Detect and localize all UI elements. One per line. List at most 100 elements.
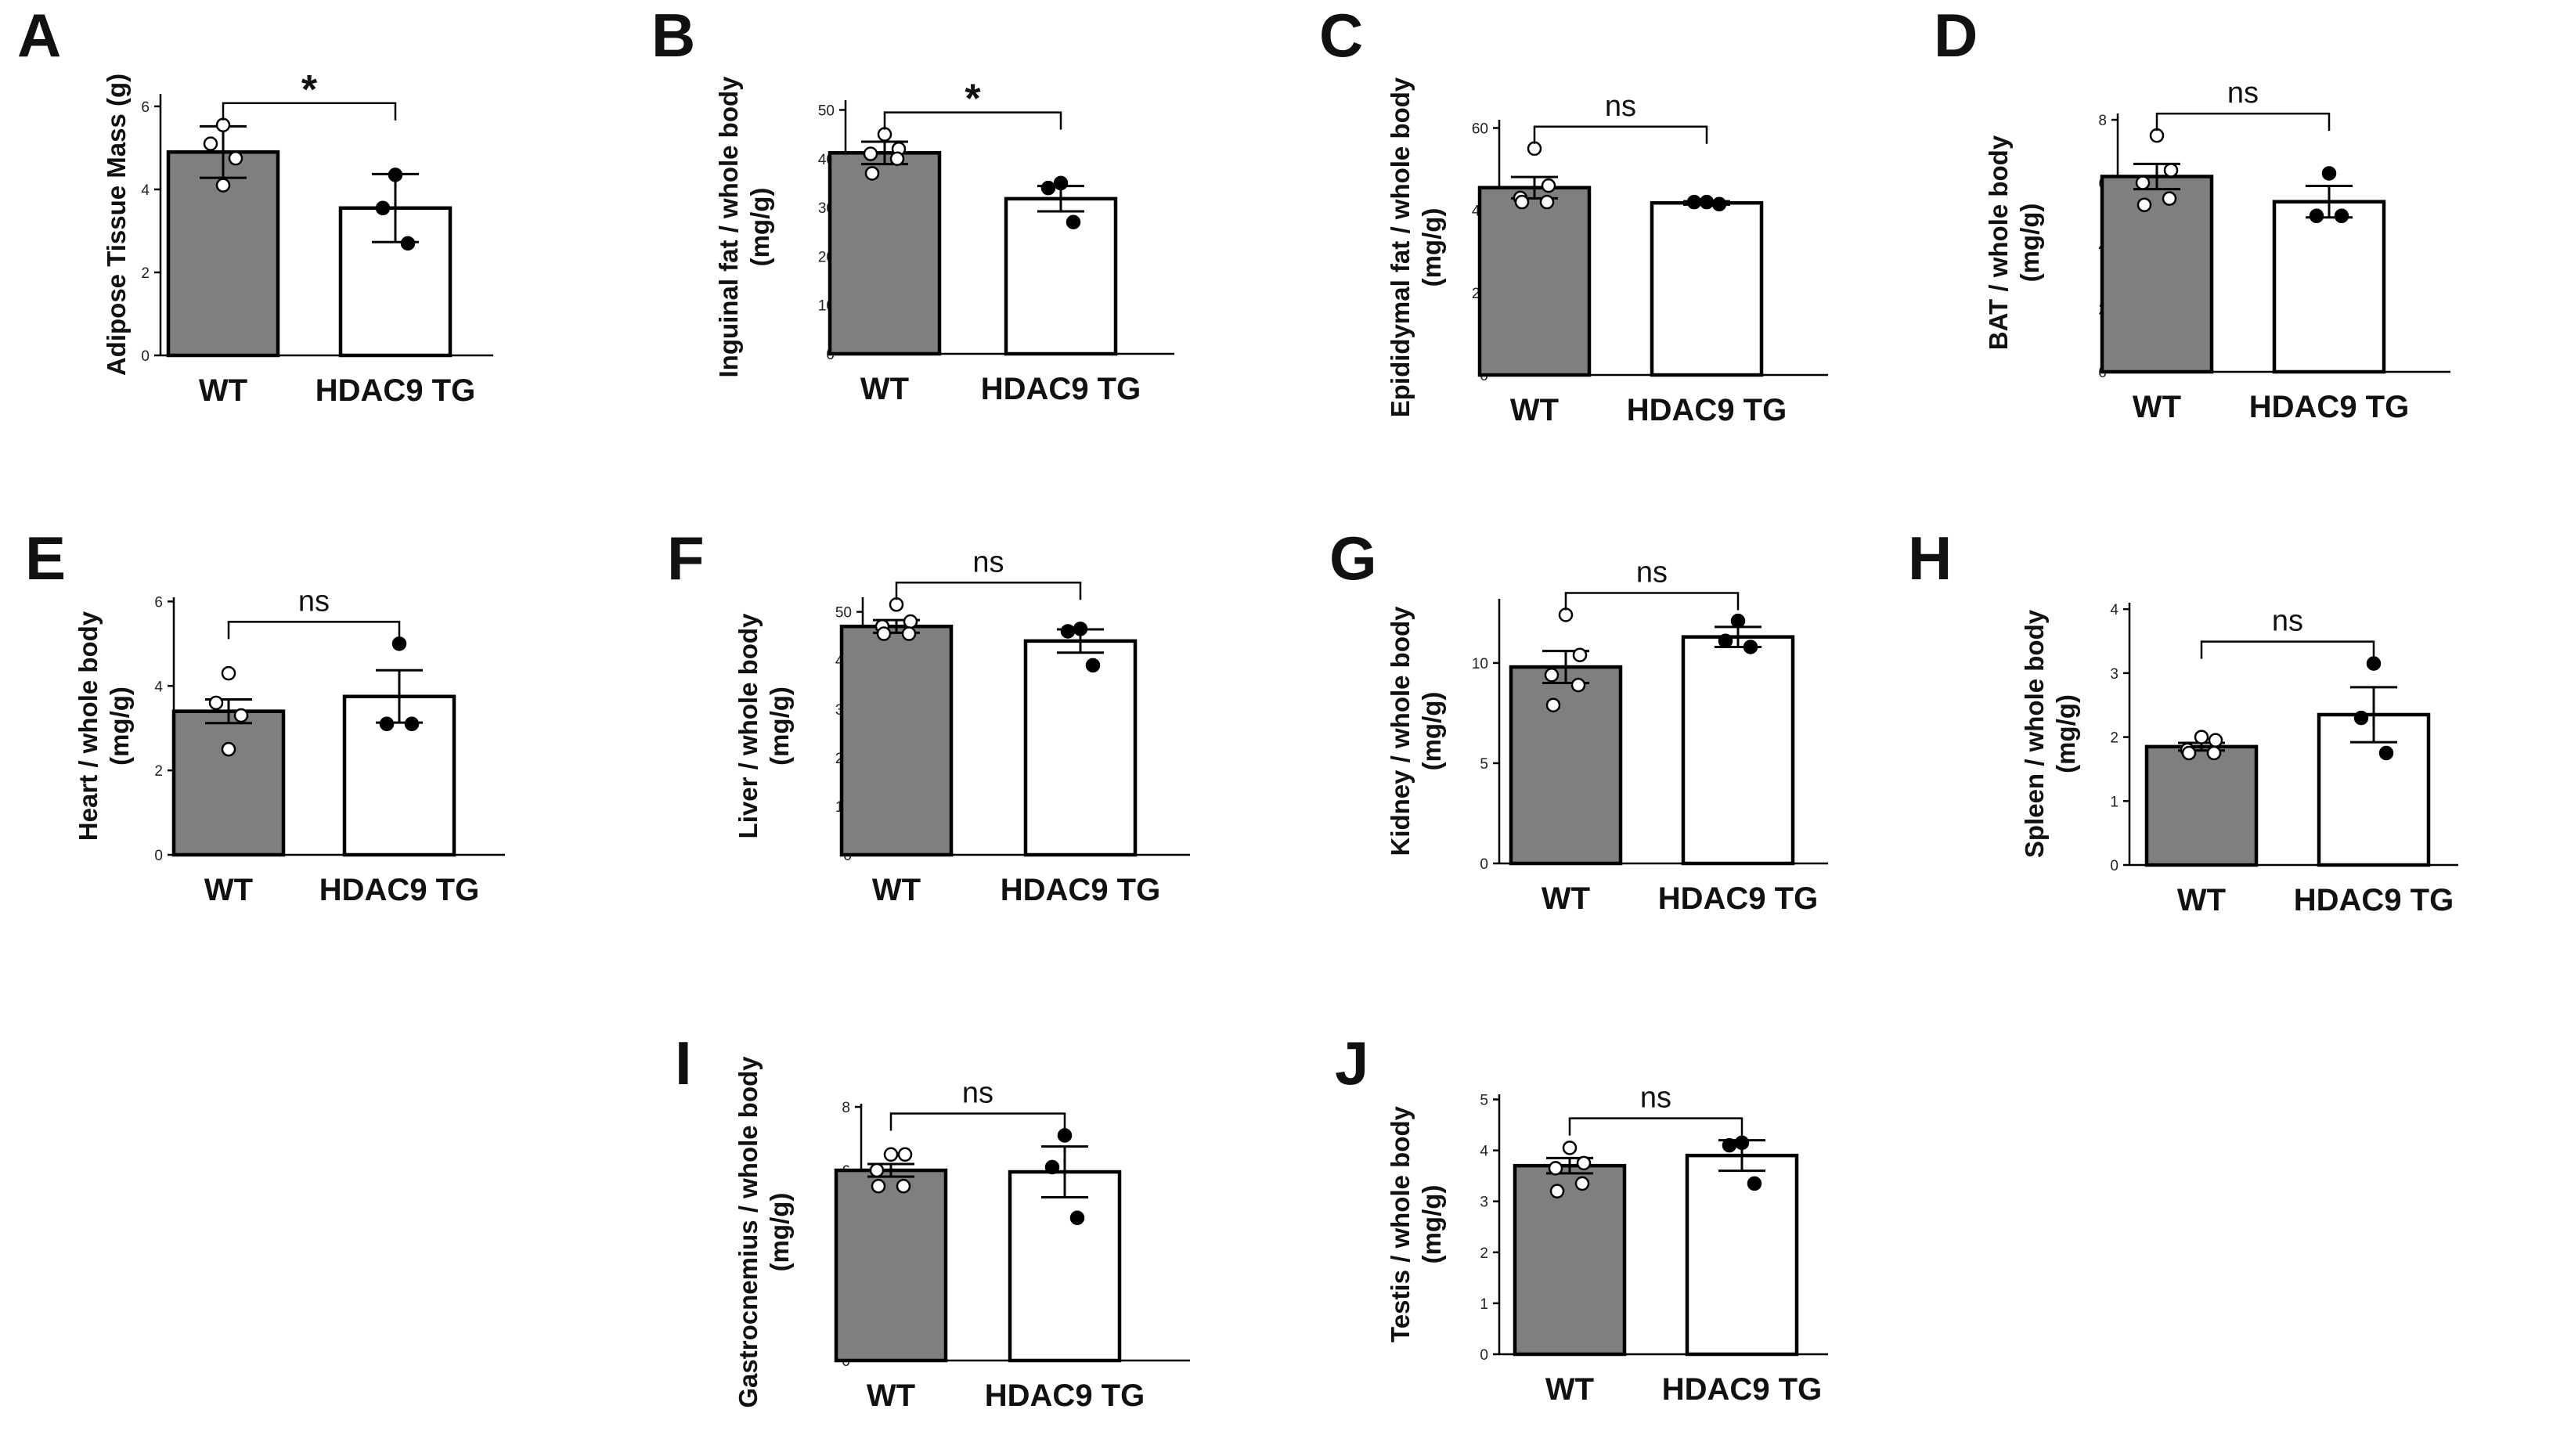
x-category-label: WT [199,373,247,408]
panel-letter: D [1934,1,1978,70]
significance-label: ns [2272,605,2303,638]
y-tick-label: 2 [2110,730,2118,747]
x-category-label: WT [867,1379,915,1413]
x-category-label: WT [204,873,253,907]
x-category-label: HDAC9 TG [981,372,1141,406]
y-tick-label: 1 [2110,794,2118,810]
data-point-hdac9-tg [1060,624,1076,639]
y-tick-label: 4 [2110,602,2118,618]
data-point-hdac9-tg [1053,175,1069,191]
data-point-wt [221,665,236,681]
data-point-hdac9-tg [1044,1159,1060,1175]
data-point-hdac9-tg [2378,745,2394,761]
y-axis-label: BAT / whole body (mg/g) [1984,135,2044,350]
x-category-label: HDAC9 TG [2249,390,2409,424]
bar-wt [2100,175,2214,374]
bar-hdac9-tg [1685,1153,1799,1357]
panel-b: B01020304050Inguinal fat / whole body(mg… [651,1,1174,406]
data-point-wt [1541,178,1556,193]
data-point-hdac9-tg [1066,214,1081,230]
data-point-wt [2208,733,2223,748]
bar-hdac9-tg [1650,200,1764,377]
data-point-wt [871,1179,886,1194]
data-point-wt [889,151,905,167]
data-point-wt [896,1179,911,1194]
data-point-wt [1514,194,1530,210]
data-point-wt [1570,677,1586,693]
data-point-wt [228,150,243,166]
y-tick-label: 2 [154,763,163,780]
y-axis-label: Adipose Tissue Mass (g) [102,74,131,376]
y-axis-label-line: Liver / whole body [734,613,763,839]
bar-wt [1509,665,1623,866]
panel-j: J 0 1 2 3 4 5 Testis / whole body (mg/g) WT HDAC9 … [1335,1029,1828,1407]
data-point-wt [2206,745,2222,761]
data-point-wt [897,1147,913,1162]
data-point-hdac9-tg [400,236,416,251]
data-point-wt [1549,1184,1565,1198]
data-point-wt [215,117,231,133]
y-tick-label: 6 [141,99,150,116]
y-tick-label: 3 [2110,666,2118,683]
significance-bracket [2155,112,2331,132]
significance-label: ns [2227,77,2259,110]
panel-letter: H [1908,524,1952,593]
y-axis-label-line: (mg/g) [765,687,794,766]
data-point-hdac9-tg [1069,1210,1085,1226]
data-point-wt [233,708,249,723]
y-axis-label-line: Inguinal fat / whole body [714,76,743,378]
data-point-wt [889,597,904,612]
x-category-label: HDAC9 TG [985,1379,1145,1413]
y-tick-label: 4 [141,182,150,199]
y-axis-label-line: (mg/g) [2051,694,2080,773]
significance-label: ns [962,1076,993,1109]
y-axis-label-line: Spleen / whole body [2020,609,2049,858]
x-category-label: WT [2177,883,2226,917]
data-point-wt [1562,1141,1578,1155]
data-point-wt [1544,668,1560,683]
data-point-hdac9-tg [1686,194,1702,210]
y-tick-label: 50 [835,605,852,622]
panel-letter: E [25,524,66,593]
bar-hdac9-tg [1681,635,1795,866]
significance-bracket [889,1112,1066,1131]
panel-letter: C [1319,1,1363,70]
data-point-wt [215,178,231,193]
x-category-label: HDAC9 TG [1627,393,1787,427]
data-point-wt [2194,730,2209,744]
y-axis-label: Heart / whole body (mg/g) [74,611,134,841]
bar-wt [1513,1163,1627,1357]
data-point-hdac9-tg [2334,208,2349,224]
data-point-hdac9-tg [379,716,395,732]
x-category-label: WT [1542,881,1590,916]
data-point-wt [2181,745,2197,761]
x-category-label: HDAC9 TG [1001,873,1160,907]
panel-e: E 0 2 4 6 Heart / whole body (mg/g) WT HDAC9 TG n… [25,524,505,907]
data-point-wt [1527,141,1542,157]
y-tick-label: 4 [154,679,163,695]
data-point-wt [1548,1161,1563,1176]
data-point-wt [203,136,218,151]
y-axis-label: Spleen / whole body (mg/g) [2020,609,2080,858]
data-point-wt [876,626,892,641]
bar-hdac9-tg [2272,200,2386,374]
significance-bracket [222,102,397,121]
panel-letter: I [675,1029,692,1097]
y-tick-label: 3 [1480,1195,1488,1211]
y-axis-label-line: (mg/g) [745,188,774,267]
y-axis-label: Inguinal fat / whole body (mg/g) [714,76,774,378]
y-tick-label: 50 [818,103,835,119]
significance-bracket [2200,640,2375,659]
y-tick-label: 5 [1480,756,1488,773]
x-category-label: HDAC9 TG [319,873,479,907]
y-tick-label: 0 [154,848,163,864]
y-axis-label: Testis / whole body (mg/g) [1386,1105,1446,1342]
y-tick-label: 4 [1480,1144,1488,1160]
data-point-hdac9-tg [375,200,391,216]
panel-i: I02468Gastrocnemius / whole body(mg/g)WT… [675,1029,1190,1413]
y-tick-label: 5 [1480,1093,1488,1109]
data-point-hdac9-tg [1711,196,1727,212]
significance-label: ns [298,585,330,618]
y-tick-label: 1 [1480,1296,1488,1313]
x-category-label: WT [1545,1372,1594,1407]
